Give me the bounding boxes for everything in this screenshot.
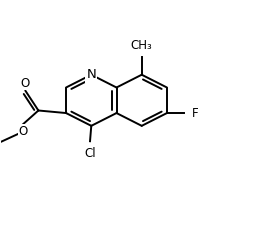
Text: N: N (87, 68, 96, 81)
Text: O: O (21, 77, 30, 90)
Text: CH₃: CH₃ (131, 39, 153, 52)
Text: F: F (192, 107, 198, 119)
Text: Cl: Cl (84, 147, 96, 160)
Text: O: O (19, 125, 28, 138)
